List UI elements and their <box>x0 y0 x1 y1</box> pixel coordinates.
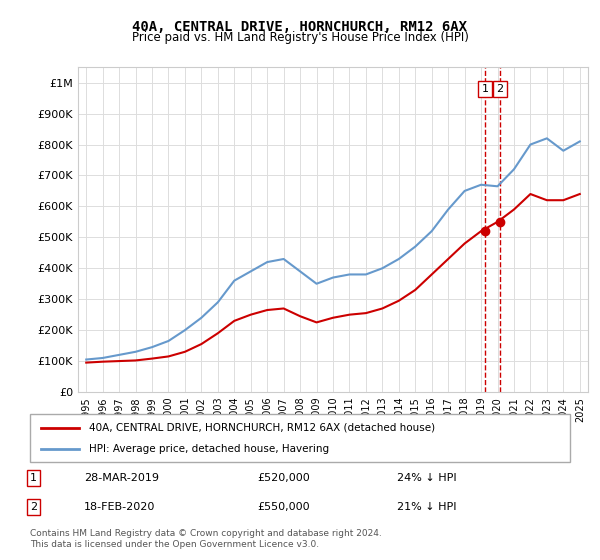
Text: 2: 2 <box>496 84 503 94</box>
Text: 1: 1 <box>481 84 488 94</box>
Text: 40A, CENTRAL DRIVE, HORNCHURCH, RM12 6AX: 40A, CENTRAL DRIVE, HORNCHURCH, RM12 6AX <box>133 20 467 34</box>
Text: 28-MAR-2019: 28-MAR-2019 <box>84 473 159 483</box>
Text: 2: 2 <box>30 502 37 512</box>
Text: £520,000: £520,000 <box>257 473 310 483</box>
FancyBboxPatch shape <box>30 414 570 462</box>
Text: 24% ↓ HPI: 24% ↓ HPI <box>397 473 457 483</box>
Text: Price paid vs. HM Land Registry's House Price Index (HPI): Price paid vs. HM Land Registry's House … <box>131 31 469 44</box>
Text: 40A, CENTRAL DRIVE, HORNCHURCH, RM12 6AX (detached house): 40A, CENTRAL DRIVE, HORNCHURCH, RM12 6AX… <box>89 423 436 433</box>
Text: 21% ↓ HPI: 21% ↓ HPI <box>397 502 457 512</box>
Text: 18-FEB-2020: 18-FEB-2020 <box>84 502 155 512</box>
Text: Contains HM Land Registry data © Crown copyright and database right 2024.
This d: Contains HM Land Registry data © Crown c… <box>30 529 382 549</box>
Text: HPI: Average price, detached house, Havering: HPI: Average price, detached house, Have… <box>89 444 329 454</box>
Text: £550,000: £550,000 <box>257 502 310 512</box>
Text: 1: 1 <box>30 473 37 483</box>
